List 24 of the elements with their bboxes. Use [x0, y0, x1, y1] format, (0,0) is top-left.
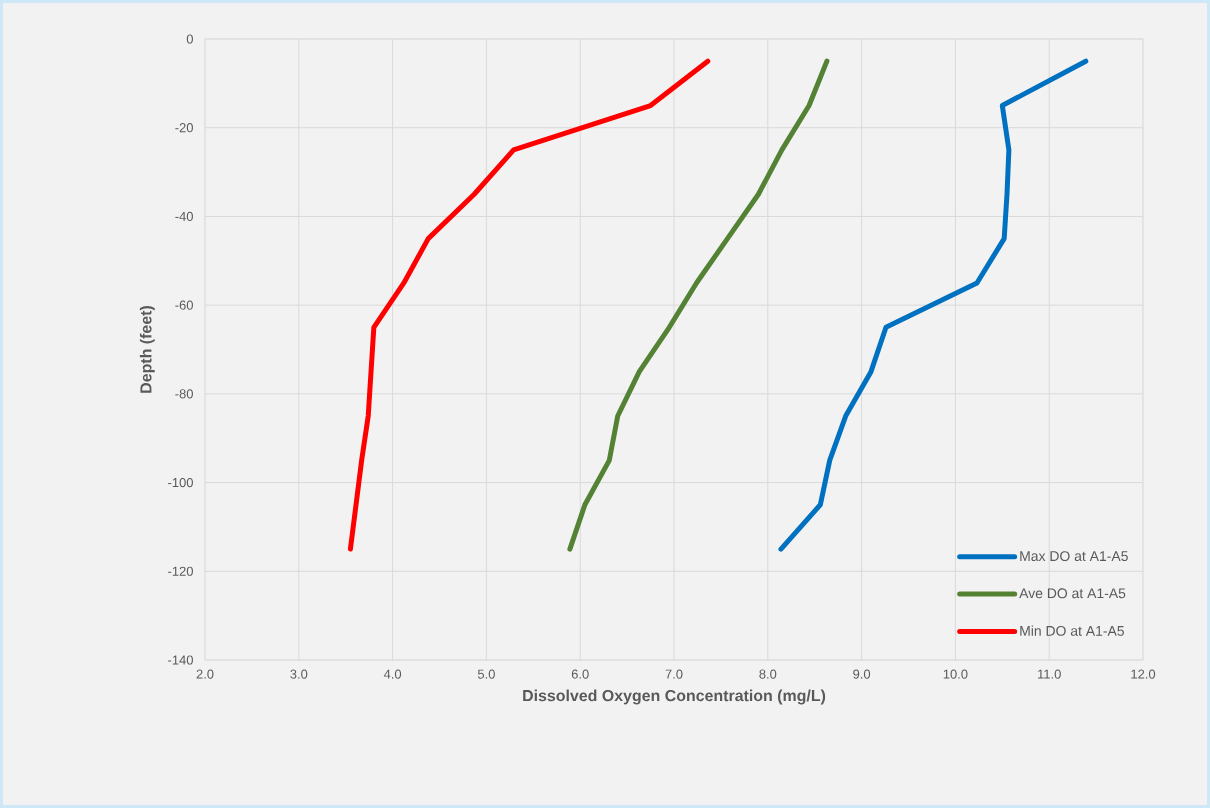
x-tick-label: 8.0: [759, 669, 777, 679]
y-tick-label: -60: [175, 300, 193, 310]
x-tick-label: 10.0: [943, 669, 968, 679]
y-tick-label: -40: [175, 211, 193, 221]
y-tick-label: -120: [168, 566, 193, 576]
x-tick-label: 5.0: [477, 669, 495, 679]
x-tick-label: 9.0: [853, 669, 871, 679]
x-tick-label: 3.0: [290, 669, 308, 679]
y-tick-label: 0: [186, 34, 193, 44]
legend-label: Max DO at A1-A5: [1020, 551, 1128, 562]
x-tick-label: 4.0: [383, 669, 402, 679]
x-tick-label: 6.0: [571, 669, 589, 679]
y-tick-label: -100: [168, 477, 193, 488]
y-tick-label: -140: [168, 655, 193, 665]
x-tick-label: 7.0: [665, 669, 683, 679]
x-tick-label: 12.0: [1131, 669, 1156, 679]
x-axis-title: Dissolved Oxygen Concentration (mg/L): [523, 689, 826, 705]
legend-label: Min DO at A1-A5: [1020, 625, 1124, 636]
x-tick-label: 2.0: [196, 669, 214, 679]
y-tick-label: -80: [175, 389, 193, 399]
x-tick-label: 11.0: [1038, 669, 1061, 679]
legend-label: Ave DO at A1-A5: [1019, 588, 1126, 599]
y-axis-title: Depth (feet): [139, 306, 155, 393]
y-tick-label: -20: [175, 123, 193, 133]
